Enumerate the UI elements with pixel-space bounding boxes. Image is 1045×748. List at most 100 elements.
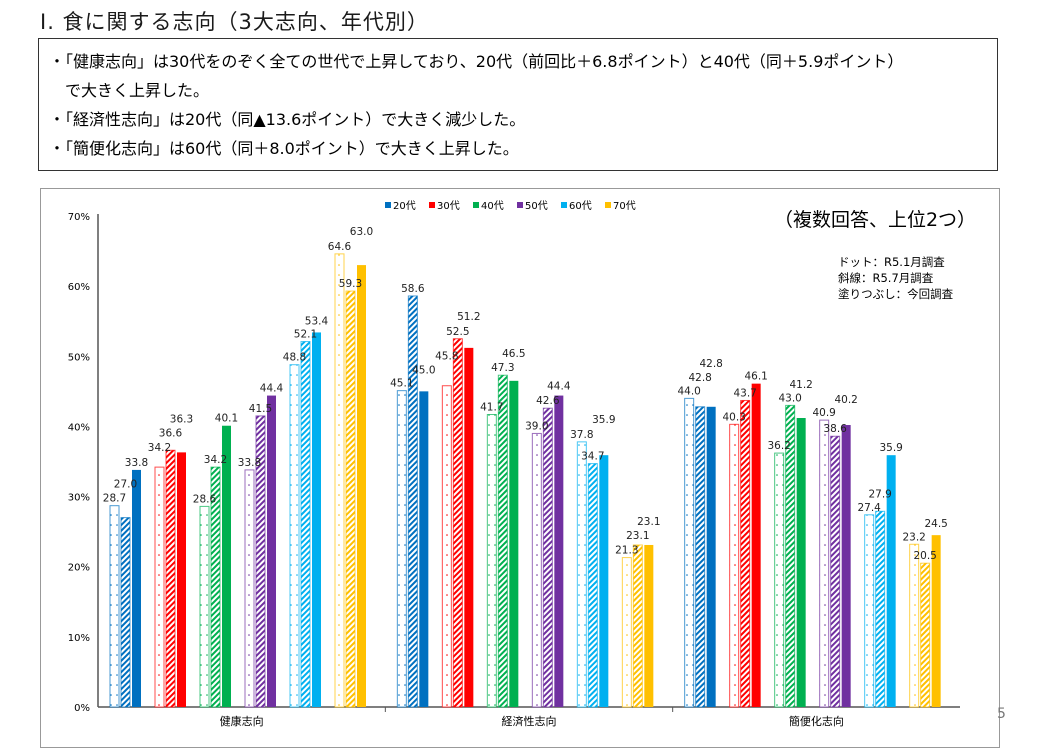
bar-40代 xyxy=(210,466,221,708)
bar-70代 xyxy=(644,544,654,707)
legend-swatch xyxy=(605,202,611,208)
data-label: 41.5 xyxy=(249,403,272,415)
bar-40代 xyxy=(785,404,796,708)
bar-50代 xyxy=(830,435,841,708)
bar-50代 xyxy=(267,395,276,707)
bar-30代 xyxy=(441,385,452,708)
data-label: 27.0 xyxy=(114,479,137,491)
y-tick-label: 70% xyxy=(68,212,90,223)
bar-50代 xyxy=(554,395,564,707)
legend-swatch xyxy=(473,202,479,208)
bar-40代 xyxy=(486,414,497,708)
data-label: 34.2 xyxy=(204,454,227,466)
x-category-label: 経済性志向 xyxy=(502,714,557,728)
bar-20代 xyxy=(120,517,131,708)
data-label: 44.0 xyxy=(677,385,700,397)
bar-40代 xyxy=(509,380,519,707)
data-label: 34.2 xyxy=(148,442,171,454)
data-label: 46.1 xyxy=(744,371,767,383)
bar-50代 xyxy=(244,469,255,708)
bar-30代 xyxy=(177,452,186,707)
bar-20代 xyxy=(109,505,120,708)
data-label: 64.6 xyxy=(328,241,352,253)
bar-70代 xyxy=(334,253,345,708)
bar-70代 xyxy=(621,557,632,708)
legend-label: 20代 xyxy=(393,200,416,212)
bar-20代 xyxy=(419,391,429,707)
bar-70代 xyxy=(920,562,931,708)
data-label: 44.4 xyxy=(260,383,284,395)
bar-20代 xyxy=(132,469,141,707)
data-label: 42.8 xyxy=(688,372,711,384)
bar-60代 xyxy=(587,463,598,708)
bar-20代 xyxy=(407,295,418,708)
bar-60代 xyxy=(886,455,896,707)
y-tick-label: 20% xyxy=(68,563,90,574)
bar-70代 xyxy=(345,290,356,708)
bar-60代 xyxy=(300,341,311,708)
bar-30代 xyxy=(154,466,165,708)
data-label: 40.9 xyxy=(812,407,835,419)
data-label: 36.2 xyxy=(767,440,790,452)
data-label: 44.4 xyxy=(547,381,571,393)
chart-subtitle: （複数回答、上位2つ） xyxy=(774,209,976,231)
data-label: 23.1 xyxy=(626,530,649,542)
summary-line: ・「簡便化志向」は60代（同＋8.0ポイント）で大きく上昇した。 xyxy=(49,139,519,158)
data-label: 28.6 xyxy=(193,493,217,505)
data-label: 36.3 xyxy=(170,413,193,425)
bar-70代 xyxy=(357,265,366,707)
bar-50代 xyxy=(255,415,266,708)
data-label: 20.5 xyxy=(913,550,936,562)
legend-label: 40代 xyxy=(481,200,504,212)
bar-60代 xyxy=(875,510,886,708)
data-label: 43.0 xyxy=(778,392,801,404)
page-number: 5 xyxy=(997,706,1006,722)
bar-70代 xyxy=(931,535,941,707)
bar-30代 xyxy=(464,347,474,707)
bar-30代 xyxy=(740,399,751,708)
data-label: 21.3 xyxy=(615,545,638,557)
bar-30代 xyxy=(751,383,761,707)
summary-box: ・「健康志向」は30代をのぞく全ての世代で上昇しており、20代（前回比＋6.8ポ… xyxy=(38,38,998,171)
data-label: 47.3 xyxy=(491,362,514,374)
bar-60代 xyxy=(289,364,300,708)
bar-60代 xyxy=(312,332,321,707)
data-label: 40.2 xyxy=(834,394,857,406)
bar-40代 xyxy=(222,425,231,707)
data-label: 23.2 xyxy=(902,531,925,543)
summary-line: で大きく上昇した。 xyxy=(49,81,210,100)
data-label: 40.1 xyxy=(215,413,238,425)
legend-swatch xyxy=(561,202,567,208)
summary-line: ・「経済性志向」は20代（同▲13.6ポイント）で大きく減少した。 xyxy=(49,110,526,129)
bar-50代 xyxy=(531,432,542,708)
y-tick-label: 60% xyxy=(68,282,90,293)
bar-60代 xyxy=(576,441,587,708)
legend-label: 50代 xyxy=(525,200,548,212)
data-label: 53.4 xyxy=(305,315,329,327)
data-label: 24.5 xyxy=(924,518,947,530)
y-tick-label: 40% xyxy=(68,422,90,433)
bar-50代 xyxy=(841,425,851,707)
bar-30代 xyxy=(729,423,740,708)
data-label: 27.4 xyxy=(857,502,881,514)
bar-40代 xyxy=(497,374,508,708)
y-tick-label: 10% xyxy=(68,633,90,644)
data-label: 33.8 xyxy=(238,457,261,469)
data-label: 34.7 xyxy=(581,451,604,463)
bar-20代 xyxy=(396,390,407,708)
bar-30代 xyxy=(452,338,463,708)
legend-swatch xyxy=(517,202,523,208)
data-label: 45.1 xyxy=(390,378,413,390)
page-title: Ⅰ. 食に関する志向（3大志向、年代別） xyxy=(40,10,429,34)
data-label: 39.0 xyxy=(525,420,548,432)
data-label: 52.1 xyxy=(294,329,317,341)
bar-20代 xyxy=(706,406,716,707)
bar-50代 xyxy=(542,407,553,708)
y-tick-label: 30% xyxy=(68,493,90,504)
data-label: 58.6 xyxy=(401,283,425,295)
x-category-label: 健康志向 xyxy=(220,714,264,728)
legend-label: 60代 xyxy=(569,200,592,212)
legend-swatch xyxy=(429,202,435,208)
data-label: 52.5 xyxy=(446,326,469,338)
